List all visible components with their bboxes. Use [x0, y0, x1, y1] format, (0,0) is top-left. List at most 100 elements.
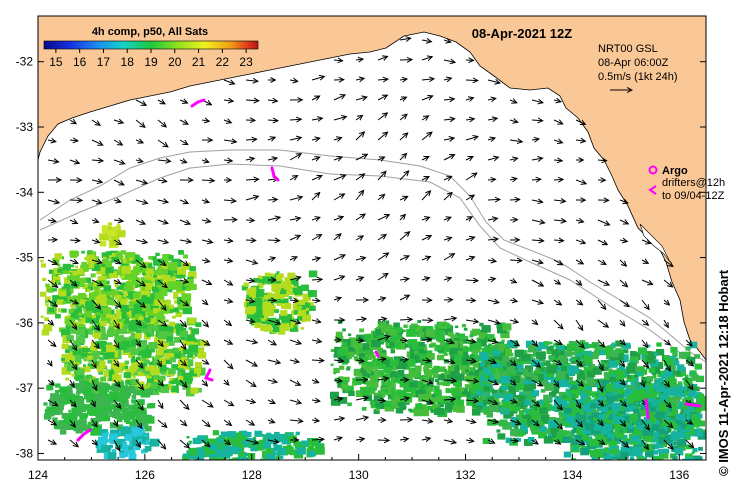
- sst-pixel: [297, 309, 306, 317]
- sst-pixel: [518, 394, 527, 402]
- argo-track: [270, 166, 280, 182]
- sst-pixel: [461, 351, 469, 357]
- current-arrow: [421, 360, 431, 361]
- current-vectors: [48, 38, 694, 451]
- current-arrow: [509, 300, 517, 301]
- sst-pixel: [172, 315, 176, 319]
- sst-pixel: [116, 395, 126, 403]
- sst-pixel: [189, 266, 196, 272]
- sst-pixel: [52, 295, 62, 303]
- current-arrow: [114, 419, 118, 426]
- sst-pixel: [178, 375, 184, 381]
- sst-pixel: [543, 360, 551, 366]
- sst-pixel: [50, 393, 59, 401]
- sst-pixel: [103, 370, 113, 378]
- sst-pixel: [155, 252, 160, 257]
- sst-pixel: [177, 372, 185, 379]
- sst-pixel: [220, 431, 228, 437]
- current-time: 08-Apr 06:00Z: [598, 57, 669, 69]
- sst-pixel: [63, 415, 73, 424]
- sst-pixel: [603, 365, 609, 371]
- current-arrow: [311, 96, 320, 100]
- current-arrow: [399, 97, 407, 100]
- current-arrow: [333, 276, 345, 280]
- sst-pixel: [113, 365, 123, 373]
- sst-pixel: [580, 393, 588, 400]
- sst-pixel: [529, 398, 533, 402]
- sst-pixel: [125, 431, 133, 438]
- sst-pixel: [108, 222, 113, 226]
- current-arrow: [113, 299, 121, 308]
- sst-pixel: [68, 345, 74, 350]
- sst-pixel: [363, 366, 370, 371]
- sst-pixel: [656, 342, 662, 347]
- current-arrow: [619, 439, 629, 447]
- sst-pixel: [689, 341, 698, 349]
- current-arrow: [69, 240, 80, 241]
- sst-pixel: [384, 400, 392, 407]
- sst-pixel: [527, 411, 537, 419]
- sst-pixel: [330, 363, 334, 366]
- lon-tick-label: 132: [456, 468, 476, 482]
- current-arrow: [69, 300, 78, 304]
- sst-pixel: [187, 336, 194, 341]
- sst-pixel: [101, 263, 106, 268]
- sst-pixel: [664, 417, 671, 422]
- sst-pixel: [115, 309, 125, 317]
- sst-pixel: [525, 340, 535, 348]
- sst-pixel: [546, 346, 553, 351]
- current-arrow: [641, 359, 649, 368]
- sst-pixel: [114, 335, 124, 343]
- sst-pixel: [141, 409, 147, 413]
- current-arrow: [157, 259, 166, 266]
- current-arrow: [245, 196, 258, 200]
- sst-pixel: [178, 366, 184, 370]
- sst-pixel: [664, 434, 673, 441]
- current-arrow: [487, 379, 498, 385]
- sst-pixel: [46, 384, 54, 391]
- sst-pixel: [629, 413, 638, 421]
- sst-pixel: [101, 436, 108, 442]
- sst-pixel: [359, 353, 366, 358]
- current-arrow: [377, 95, 387, 101]
- sst-pixel: [537, 427, 543, 432]
- sst-pixel: [48, 269, 55, 274]
- sst-pixel: [343, 376, 350, 382]
- sst-pixel: [85, 315, 95, 323]
- sst-pixel: [174, 299, 179, 304]
- sst-pixel: [83, 268, 88, 272]
- current-arrow: [245, 280, 254, 281]
- sst-pixel: [180, 336, 186, 341]
- sst-pixel: [417, 372, 421, 376]
- sst-pixel: [359, 328, 364, 333]
- current-arrow: [554, 379, 559, 387]
- sst-pixel: [120, 399, 126, 404]
- sst-pixel: [439, 395, 446, 402]
- sst-pixel: [138, 391, 142, 395]
- sst-pixel: [539, 407, 548, 414]
- sst-pixel: [530, 424, 537, 431]
- sst-pixel: [250, 446, 258, 452]
- sst-pixel: [81, 317, 89, 324]
- sst-pixel: [301, 284, 309, 291]
- current-arrow: [135, 359, 143, 368]
- sst-pixel: [665, 373, 676, 381]
- sst-pixel: [369, 389, 376, 395]
- sst-pixel: [685, 453, 693, 460]
- sst-pixel: [439, 341, 446, 346]
- sst-pixel: [298, 305, 302, 309]
- colorbar-title: 4h comp, p50, All Sats: [92, 26, 208, 38]
- sst-pixel: [506, 361, 514, 367]
- sst-pixel: [165, 353, 175, 360]
- sst-pixel: [697, 420, 705, 427]
- current-arrow: [531, 399, 539, 406]
- current-arrow: [113, 260, 121, 264]
- sst-pixel: [62, 301, 67, 305]
- sst-pixel: [466, 375, 475, 383]
- current-arrow: [465, 440, 474, 441]
- sst-pixel: [437, 374, 446, 381]
- sst-pixel: [575, 390, 581, 396]
- current-arrow: [531, 419, 539, 426]
- sst-pixel: [59, 294, 67, 301]
- sst-pixel: [125, 317, 130, 321]
